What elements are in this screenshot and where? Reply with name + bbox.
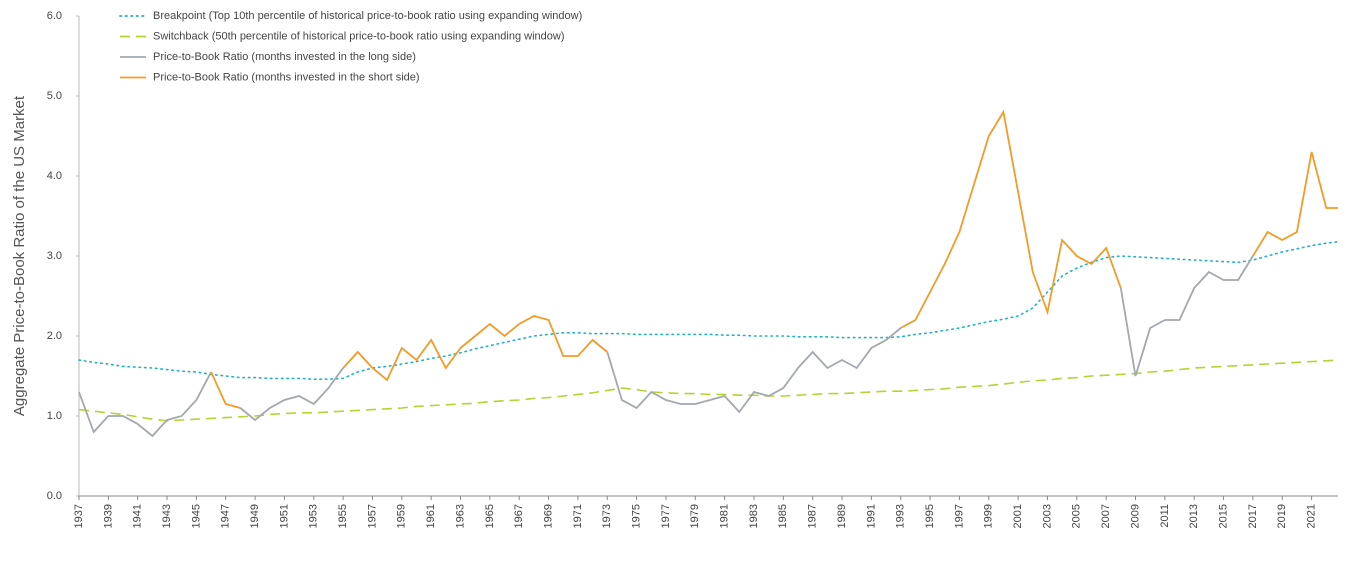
x-tick-label: 2009: [1129, 504, 1141, 528]
x-tick-label: 1977: [660, 504, 672, 528]
series-line: [342, 315, 608, 382]
y-tick-label: 6.0: [47, 10, 62, 22]
x-tick-label: 2019: [1276, 504, 1288, 528]
y-tick-label: 2.0: [47, 330, 62, 342]
x-tick-label: 1995: [924, 504, 936, 528]
legend-label: Price-to-Book Ratio (months invested in …: [153, 71, 420, 83]
x-tick-label: 1953: [308, 504, 320, 528]
x-tick-label: 1975: [631, 504, 643, 528]
series-line: [900, 109, 1122, 329]
series-line: [239, 367, 344, 422]
x-tick-label: 1969: [542, 504, 554, 528]
x-tick-label: 1973: [601, 504, 613, 528]
x-tick-label: 1971: [572, 504, 584, 528]
y-tick-label: 5.0: [47, 90, 62, 102]
legend-label: Breakpoint (Top 10th percentile of histo…: [153, 10, 582, 22]
x-tick-label: 1959: [396, 504, 408, 528]
x-tick-label: 2001: [1012, 504, 1024, 528]
x-tick-label: 1979: [689, 504, 701, 528]
x-tick-label: 1957: [366, 504, 378, 528]
y-tick-label: 3.0: [47, 250, 62, 262]
x-tick-label: 1963: [454, 504, 466, 528]
series-line: [1119, 255, 1254, 377]
x-tick-label: 2015: [1217, 504, 1229, 528]
x-tick-label: 1943: [161, 504, 173, 528]
y-tick-label: 0.0: [47, 490, 62, 502]
x-tick-label: 1949: [249, 504, 261, 528]
x-tick-label: 2013: [1188, 504, 1200, 528]
x-tick-label: 1993: [895, 504, 907, 528]
x-tick-label: 1939: [102, 504, 114, 528]
x-tick-label: 1985: [777, 504, 789, 528]
x-tick-label: 1941: [132, 504, 144, 528]
series-line: [78, 371, 212, 438]
legend-label: Price-to-Book Ratio (months invested in …: [153, 51, 416, 63]
x-tick-label: 1961: [425, 504, 437, 528]
x-tick-label: 1999: [983, 504, 995, 528]
x-tick-label: 1997: [953, 504, 965, 528]
x-tick-label: 1937: [73, 504, 85, 528]
x-tick-label: 2003: [1041, 504, 1053, 528]
series-line: [1252, 151, 1338, 257]
x-tick-label: 2007: [1100, 504, 1112, 528]
series-line: [78, 359, 1339, 422]
x-tick-label: 1989: [836, 504, 848, 528]
x-tick-label: 1967: [513, 504, 525, 528]
series-line: [210, 371, 241, 409]
x-tick-label: 1947: [220, 504, 232, 528]
y-axis-label: Aggregate Price-to-Book Ratio of the US …: [11, 95, 28, 416]
x-tick-label: 2017: [1247, 504, 1259, 528]
x-tick-label: 1981: [719, 504, 731, 528]
series-line: [78, 240, 1339, 380]
x-tick-label: 2011: [1159, 504, 1171, 528]
series-line: [606, 327, 902, 414]
x-tick-label: 2005: [1071, 504, 1083, 528]
x-tick-label: 1983: [748, 504, 760, 528]
y-tick-label: 4.0: [47, 170, 62, 182]
x-tick-label: 1951: [278, 504, 290, 528]
x-tick-label: 1987: [807, 504, 819, 528]
x-tick-label: 1955: [337, 504, 349, 528]
legend-label: Switchback (50th percentile of historica…: [153, 30, 565, 42]
x-tick-label: 2021: [1305, 504, 1317, 528]
x-tick-label: 1991: [865, 504, 877, 528]
x-tick-label: 1965: [484, 504, 496, 528]
x-tick-label: 1945: [190, 504, 202, 528]
y-tick-label: 1.0: [47, 410, 62, 422]
